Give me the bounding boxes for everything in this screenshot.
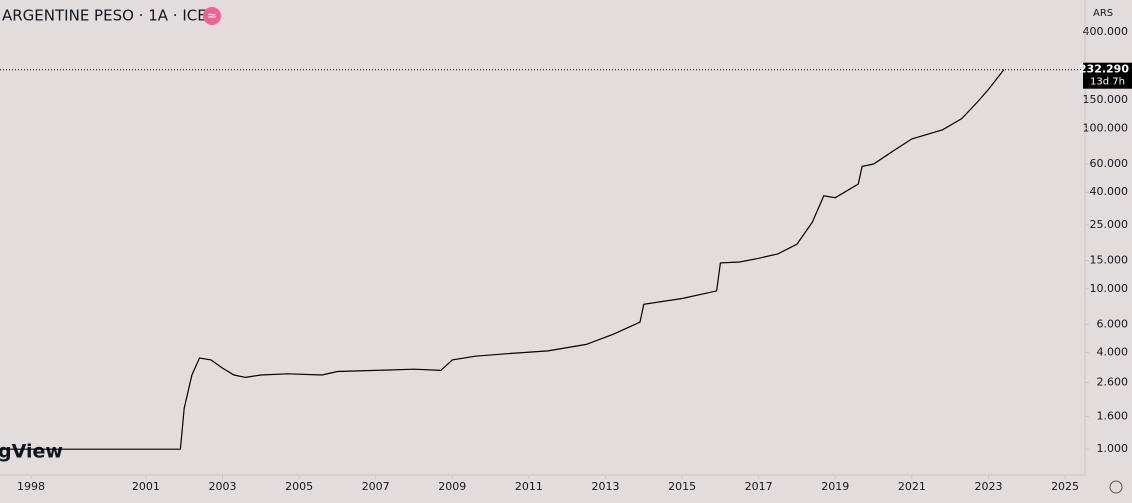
y-tick-label: 10.000	[1090, 282, 1129, 295]
y-tick-label: 1.000	[1097, 442, 1129, 455]
last-price-label: 232.290	[1079, 63, 1129, 76]
y-tick-label: 60.000	[1090, 157, 1129, 170]
x-tick-label: 2019	[821, 480, 849, 493]
y-tick-label: 40.000	[1090, 185, 1129, 198]
y-tick-label: 25.000	[1090, 218, 1129, 231]
y-tick-label: 6.000	[1097, 317, 1129, 330]
x-tick-label: 2011	[515, 480, 543, 493]
y-tick-label: 1.600	[1097, 409, 1129, 422]
last-price-box	[1083, 62, 1132, 89]
badge-bg[interactable]	[203, 7, 221, 25]
x-tick-label: 2017	[745, 480, 773, 493]
countdown-label: 13d 7h	[1090, 77, 1125, 88]
y-tick-label: 2.600	[1097, 376, 1129, 389]
settings-icon[interactable]	[1109, 480, 1123, 494]
currency[interactable]: ARS	[1093, 8, 1113, 19]
y-tick-label: 100.000	[1083, 121, 1129, 134]
x-tick-label: 2021	[898, 480, 926, 493]
watermark: gView	[0, 441, 63, 463]
y-tick-label: 400.000	[1083, 25, 1129, 38]
x-tick-label: 2013	[591, 480, 619, 493]
y-tick-label: 15.000	[1090, 254, 1129, 267]
x-tick-label: 1998	[17, 480, 45, 493]
x-tick-label: 2007	[362, 480, 390, 493]
chart-title: ARGENTINE PESO · 1A · ICE	[2, 7, 207, 25]
y-tick-label: 4.000	[1097, 346, 1129, 359]
price-line	[0, 69, 1005, 450]
y-tick-label: 150.000	[1083, 93, 1129, 106]
badge[interactable]: ≈	[207, 9, 217, 23]
x-tick-label: 2009	[438, 480, 466, 493]
x-tick-label: 2023	[974, 480, 1002, 493]
x-tick-label: 2003	[209, 480, 237, 493]
x-tick-label: 2005	[285, 480, 313, 493]
x-tick-label: 2025	[1051, 480, 1079, 493]
x-tick-label: 2015	[668, 480, 696, 493]
x-tick-label: 2001	[132, 480, 160, 493]
